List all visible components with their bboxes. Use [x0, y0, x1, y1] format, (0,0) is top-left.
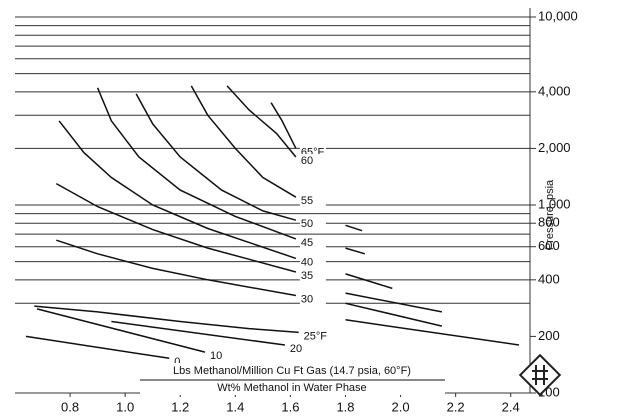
curve	[190, 85, 297, 198]
curve-label: 25°F	[304, 330, 328, 342]
curve-label-background	[299, 235, 326, 250]
x-tick-label: 1.0	[116, 399, 134, 414]
curve-label: 45	[301, 237, 313, 249]
curve	[270, 102, 297, 149]
x-tick-label: 1.8	[336, 399, 354, 414]
curve-label: 30	[301, 293, 313, 305]
curve	[36, 308, 206, 353]
x-axis-label-2: Wt% Methanol in Water Phase	[217, 382, 366, 394]
x-tick-label: 2.0	[392, 399, 410, 414]
curve-label-background	[299, 255, 326, 270]
y-tick-label: 2,000	[538, 140, 571, 155]
curve-label: 20	[290, 343, 302, 355]
x-tick-label: 1.6	[281, 399, 299, 414]
curve	[226, 85, 297, 158]
curve-label: 55	[301, 195, 313, 207]
logo	[518, 353, 562, 397]
curve-label-background	[299, 292, 326, 307]
curve	[135, 93, 363, 232]
curve	[55, 182, 443, 313]
curve-label-background	[299, 154, 326, 169]
curve-label: 0	[174, 356, 180, 368]
curve-label: 50	[301, 218, 313, 230]
x-tick-label: 1.4	[226, 399, 244, 414]
curve-label: 60	[301, 155, 313, 167]
curve	[111, 320, 286, 346]
curve	[25, 335, 170, 360]
curve-label-background	[299, 194, 326, 209]
curve-label: 35	[301, 270, 313, 282]
curve-label-background	[209, 349, 236, 364]
curve	[34, 305, 520, 346]
y-tick-label: 4,000	[538, 83, 571, 98]
x-axis-label: Lbs Methanol/Million Cu Ft Gas (14.7 psi…	[173, 365, 411, 377]
curve	[58, 120, 393, 290]
y-axis-label: Pressure, psia	[544, 179, 556, 250]
x-label-background	[140, 363, 445, 395]
curve-label-background	[302, 329, 329, 344]
y-tick-label: 800	[538, 215, 560, 230]
x-tick-label: 2.4	[502, 399, 520, 414]
curve	[56, 239, 443, 327]
x-tick-label: 0.8	[61, 399, 79, 414]
y-tick-label: 600	[538, 238, 560, 253]
x-tick-label: 1.2	[171, 399, 189, 414]
curve-label-background	[299, 217, 326, 232]
curve-label: 40	[301, 256, 313, 268]
curve-label-background	[288, 342, 315, 357]
curve-label: 10	[210, 350, 222, 362]
curve	[96, 87, 366, 255]
y-tick-label: 400	[538, 271, 560, 286]
x-tick-label: 2.2	[447, 399, 465, 414]
y-tick-label: 1,000	[538, 196, 571, 211]
y-tick-label: 200	[538, 328, 560, 343]
curve-label-background	[299, 269, 326, 284]
grid: 10,000 4,000 2,000 1,000 800 600 400 200 10 0 0.8 1…	[15, 8, 578, 414]
y-tick-label: 10,000	[538, 8, 578, 23]
